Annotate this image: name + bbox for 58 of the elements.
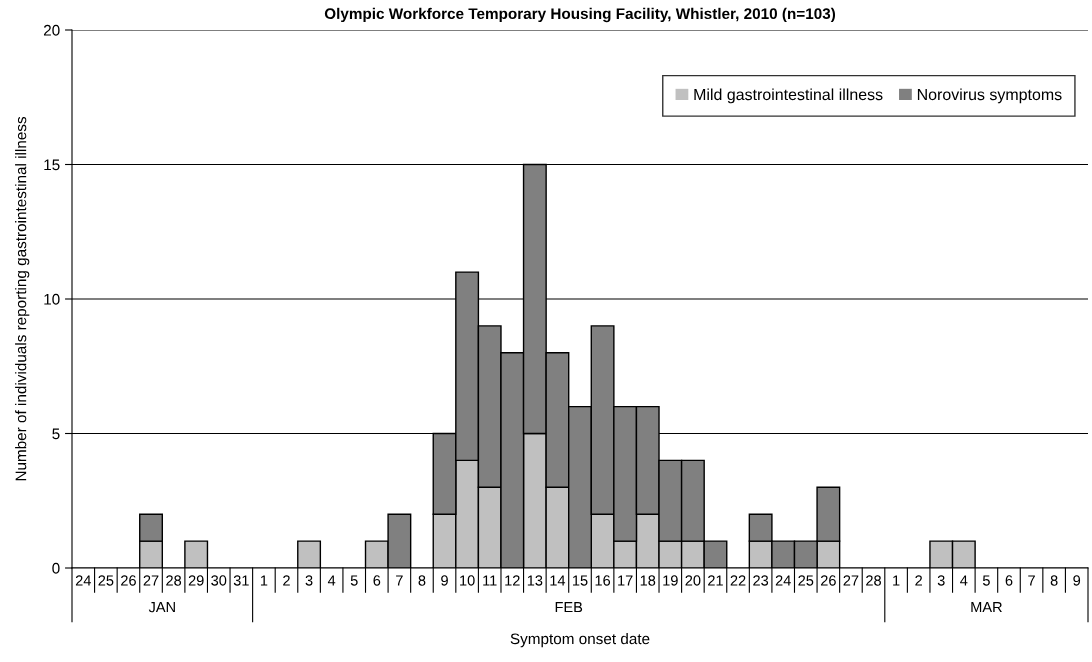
x-tick-label: 5 <box>350 575 358 586</box>
x-tick-label: 15 <box>573 575 588 586</box>
x-tick-label: 22 <box>730 575 746 586</box>
x-tick-label: 27 <box>843 575 859 586</box>
x-tick-label: 9 <box>1073 575 1081 586</box>
x-tick-label: 18 <box>640 575 656 586</box>
x-tick-label: 2 <box>283 575 290 586</box>
text: FEB <box>555 602 583 613</box>
x-tick-label: 21 <box>708 575 723 586</box>
y-tick-label: 10 <box>44 293 60 305</box>
x-tick-label: 5 <box>982 575 990 586</box>
legend-label: Norovirus symptoms <box>917 88 1062 104</box>
x-tick-label: 16 <box>595 575 611 586</box>
x-tick-label: 12 <box>505 575 520 586</box>
text: MAR <box>971 602 1002 613</box>
x-tick-label: 3 <box>305 575 313 586</box>
x-tick-label: 19 <box>663 575 678 586</box>
x-tick-label: 28 <box>866 575 881 586</box>
x-tick-label: 20 <box>685 575 701 586</box>
x-tick-label: 2 <box>915 575 922 586</box>
x-tick-label: 31 <box>233 575 249 586</box>
x-tick-label: 6 <box>1005 575 1013 586</box>
y-axis-title: Number of individuals reporting gastrointestinal illness <box>15 116 30 481</box>
x-tick-label: 25 <box>798 575 814 586</box>
x-tick-label: 7 <box>1028 575 1035 586</box>
x-tick-label: 4 <box>327 575 336 586</box>
x-tick-label: 30 <box>211 575 227 586</box>
x-tick-label: 23 <box>753 575 769 586</box>
x-tick-label: 3 <box>937 575 945 586</box>
x-tick-label: 28 <box>166 575 182 586</box>
legend-label: Mild gastrointestinal illness <box>694 88 883 104</box>
x-tick-label: 26 <box>121 575 136 586</box>
x-tick-label: 11 <box>483 575 497 586</box>
x-tick-label: 17 <box>618 575 633 586</box>
text: JAN <box>148 602 175 613</box>
x-tick-label: 7 <box>396 575 403 586</box>
y-tick-label: 15 <box>44 159 60 171</box>
x-tick-label: 6 <box>373 575 381 586</box>
chart-title: Olympic Workforce Temporary Housing Facility, Whistler, 2010 (n=103) <box>324 7 836 23</box>
x-tick-label: 27 <box>143 575 159 586</box>
y-tick-label: 5 <box>52 428 60 440</box>
x-tick-label: 8 <box>1050 575 1058 586</box>
y-tick-label: 0 <box>52 562 60 574</box>
x-tick-label: 8 <box>418 575 426 586</box>
x-tick-label: 4 <box>960 575 968 586</box>
x-axis-title: Symptom onset date <box>510 632 650 648</box>
x-tick-label: 1 <box>260 575 268 586</box>
x-tick-label: 24 <box>75 575 91 586</box>
x-tick-label: 10 <box>460 575 475 586</box>
x-tick-label: 14 <box>550 575 566 586</box>
x-tick-label: 9 <box>441 575 448 586</box>
x-tick-label: 1 <box>893 575 900 586</box>
x-tick-label: 24 <box>775 575 791 586</box>
x-tick-label: 29 <box>188 575 204 586</box>
y-tick-label: 20 <box>43 24 60 36</box>
x-tick-label: 26 <box>820 575 836 586</box>
x-tick-label: 25 <box>98 575 114 586</box>
x-tick-label: 13 <box>527 575 543 586</box>
